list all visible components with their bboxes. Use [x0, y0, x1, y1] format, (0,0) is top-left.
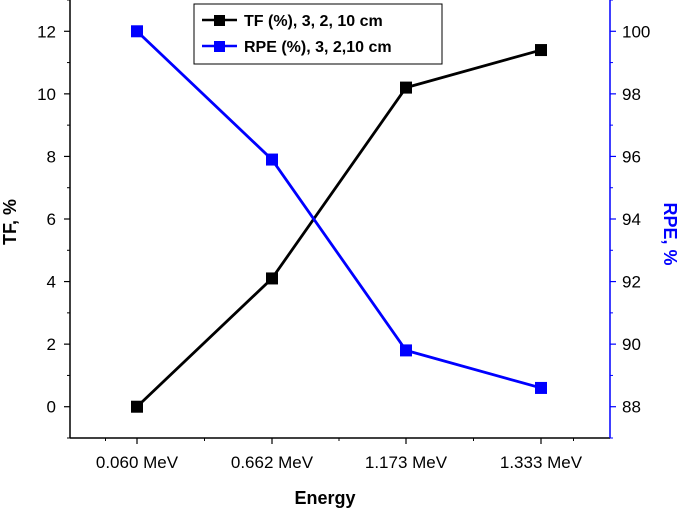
x-axis-title: Energy — [294, 488, 355, 508]
legend-marker-rpe — [214, 41, 225, 52]
rpe-data-point — [131, 25, 143, 38]
tf-data-point — [131, 400, 143, 413]
rpe-series-line — [136, 30, 542, 390]
left-tick-label: 0 — [47, 398, 56, 417]
x-tick-label: 0.060 MeV — [96, 453, 179, 472]
left-axis-title: TF, % — [0, 199, 20, 245]
rpe-data-point — [400, 344, 412, 357]
series-layer — [131, 25, 547, 413]
legend: TF (%), 3, 2, 10 cm RPE (%), 3, 2,10 cm — [193, 3, 443, 65]
rpe-data-point — [266, 153, 278, 166]
plot-frame — [69, 0, 611, 439]
legend-box — [193, 3, 443, 65]
left-tick-label: 4 — [47, 273, 56, 292]
left-tick-label: 6 — [47, 210, 56, 229]
legend-marker-tf — [214, 15, 225, 26]
left-axis-ticks: 0 2 4 6 8 10 12 — [37, 0, 70, 439]
rpe-data-point — [535, 381, 547, 394]
left-tick-label: 12 — [37, 22, 56, 41]
right-tick-label: 90 — [622, 335, 641, 354]
tf-data-point — [400, 81, 412, 94]
tf-data-point — [266, 272, 278, 285]
legend-label-tf: TF (%), 3, 2, 10 cm — [244, 13, 383, 30]
tf-series-line — [136, 48, 542, 408]
x-tick-label: 1.333 MeV — [500, 453, 583, 472]
right-tick-label: 100 — [622, 22, 650, 41]
right-axis-ticks: 88 90 92 94 96 98 100 — [610, 0, 650, 439]
x-tick-label: 0.662 MeV — [231, 453, 314, 472]
right-axis-title: RPE, % — [660, 202, 680, 265]
x-tick-label: 1.173 MeV — [365, 453, 448, 472]
right-tick-label: 96 — [622, 147, 641, 166]
legend-label-rpe: RPE (%), 3, 2,10 cm — [244, 39, 392, 56]
right-tick-label: 92 — [622, 273, 641, 292]
right-tick-label: 88 — [622, 398, 641, 417]
left-tick-label: 10 — [37, 85, 56, 104]
left-tick-label: 2 — [47, 335, 56, 354]
x-axis-ticks: 0.060 MeV 0.662 MeV 1.173 MeV 1.333 MeV — [96, 438, 583, 472]
tf-data-point — [535, 44, 547, 57]
left-tick-label: 8 — [47, 147, 56, 166]
right-tick-label: 94 — [622, 210, 641, 229]
right-tick-label: 98 — [622, 85, 641, 104]
